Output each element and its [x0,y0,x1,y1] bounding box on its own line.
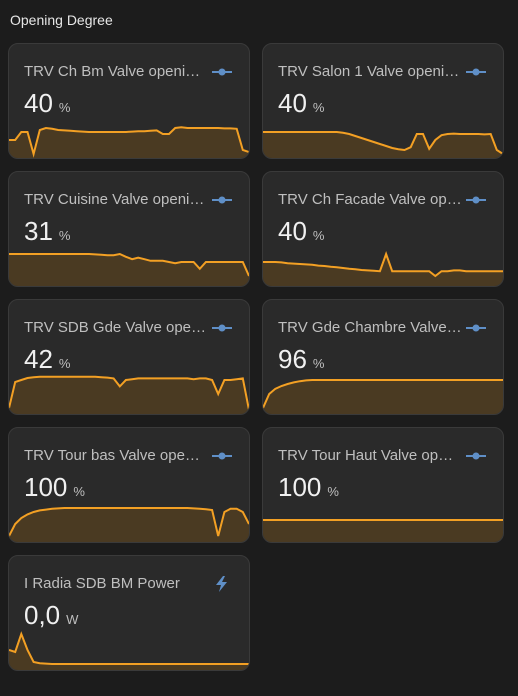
value-number: 100 [24,472,68,502]
sparkline-line [9,126,249,158]
sparkline-line [9,507,249,537]
sparkline-line [263,131,503,155]
sensor-card[interactable]: TRV Salon 1 Valve openi… 40% [262,43,504,159]
sensor-card[interactable]: TRV SDB Gde Valve ope… 42% [8,299,250,415]
value-number: 40 [24,88,53,118]
sparkline-line [263,251,503,278]
sensor-card[interactable]: TRV Ch Facade Valve op… 40% [262,171,504,287]
value-number: 40 [278,216,307,246]
sensor-card[interactable]: TRV Tour bas Valve ope… 100% [8,427,250,543]
history-sparkline [263,131,503,158]
lightning-icon [216,576,227,592]
sensor-name: TRV Cuisine Valve openi… [24,191,205,208]
sparkline-fill [9,508,249,542]
sparkline-fill [263,380,503,414]
sensor-value: 100% [278,472,339,503]
sensor-value: 96% [278,344,324,375]
value-unit: % [73,484,85,499]
valve-icon [212,452,232,460]
sensor-name: TRV Tour Haut Valve op… [278,447,454,464]
value-unit: W [66,612,79,627]
history-sparkline [9,507,249,542]
value-number: 0,0 [24,600,61,630]
sparkline-fill [9,376,249,414]
valve-icon [212,324,232,332]
history-sparkline [263,251,503,286]
sparkline-line [9,631,249,665]
sparkline-line [9,375,249,411]
history-sparkline [9,375,249,414]
value-unit: % [327,484,339,499]
value-number: 42 [24,344,53,374]
sensor-value: 31% [24,216,70,247]
sensor-card[interactable]: TRV Gde Chambre Valve… 96% [262,299,504,415]
sensor-card[interactable]: TRV Ch Bm Valve openi… 40% [8,43,250,159]
sensor-name: TRV Gde Chambre Valve… [278,319,462,336]
sensor-value: 0,0 W [24,600,78,631]
sensor-card[interactable]: TRV Cuisine Valve openi… 31% [8,171,250,287]
section-title: Opening Degree [10,12,113,28]
value-number: 31 [24,216,53,246]
sensor-card[interactable]: I Radia SDB BM Power 0,0 W [8,555,250,671]
valve-icon [466,196,486,204]
sensor-value: 42% [24,344,70,375]
sparkline-fill [263,254,503,286]
sensor-name: TRV Salon 1 Valve openi… [278,63,460,80]
valve-icon [212,68,232,76]
sensor-value: 40% [24,88,70,119]
valve-icon [466,68,486,76]
sparkline-fill [263,520,503,542]
sensor-value: 100% [24,472,85,503]
sensor-name: TRV Ch Facade Valve op… [278,191,462,208]
history-sparkline [9,126,249,158]
value-unit: % [58,228,71,243]
history-sparkline [263,519,503,542]
value-unit: % [58,100,71,115]
sensor-name: TRV Ch Bm Valve openi… [24,63,201,80]
history-sparkline [9,631,249,670]
sensor-value: 40% [278,88,324,119]
valve-icon [466,324,486,332]
value-unit: % [312,100,325,115]
value-number: 40 [278,88,307,118]
value-unit: % [58,356,71,371]
history-sparkline [263,379,503,414]
sensor-value: 40% [278,216,324,247]
valve-icon [212,196,232,204]
sparkline-line [263,379,503,409]
sparkline-line [9,252,249,277]
value-number: 100 [278,472,322,502]
value-number: 96 [278,344,307,374]
value-unit: % [312,356,325,371]
valve-icon [466,452,486,460]
history-sparkline [9,252,249,286]
sensor-name: I Radia SDB BM Power [24,575,180,592]
sparkline-fill [9,127,249,158]
sensor-card[interactable]: TRV Tour Haut Valve op… 100% [262,427,504,543]
sensor-name: TRV SDB Gde Valve ope… [24,319,207,336]
value-unit: % [312,228,325,243]
sparkline-fill [9,634,249,670]
sensor-name: TRV Tour bas Valve ope… [24,447,200,464]
